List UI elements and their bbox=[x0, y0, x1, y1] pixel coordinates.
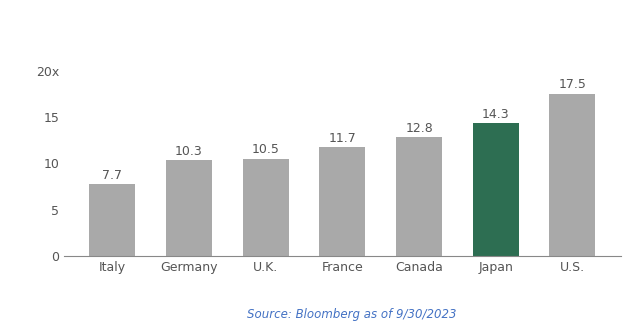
Text: 14.3: 14.3 bbox=[482, 108, 509, 121]
Bar bbox=[90, 184, 135, 256]
Text: 10.5: 10.5 bbox=[252, 143, 280, 156]
Text: 7.7: 7.7 bbox=[102, 169, 122, 182]
Bar bbox=[166, 160, 212, 256]
Text: 10.3: 10.3 bbox=[175, 145, 203, 158]
Text: Japan: 18% Lower than the U.S.: Japan: 18% Lower than the U.S. bbox=[160, 23, 480, 41]
Text: 17.5: 17.5 bbox=[559, 78, 586, 92]
Bar bbox=[473, 123, 519, 256]
Bar bbox=[243, 158, 289, 256]
Text: 12.8: 12.8 bbox=[405, 122, 433, 135]
Bar bbox=[396, 137, 442, 256]
Text: 11.7: 11.7 bbox=[328, 132, 356, 145]
Bar bbox=[319, 147, 365, 256]
Bar bbox=[550, 94, 595, 256]
Text: Source: Bloomberg as of 9/30/2023: Source: Bloomberg as of 9/30/2023 bbox=[247, 308, 457, 321]
